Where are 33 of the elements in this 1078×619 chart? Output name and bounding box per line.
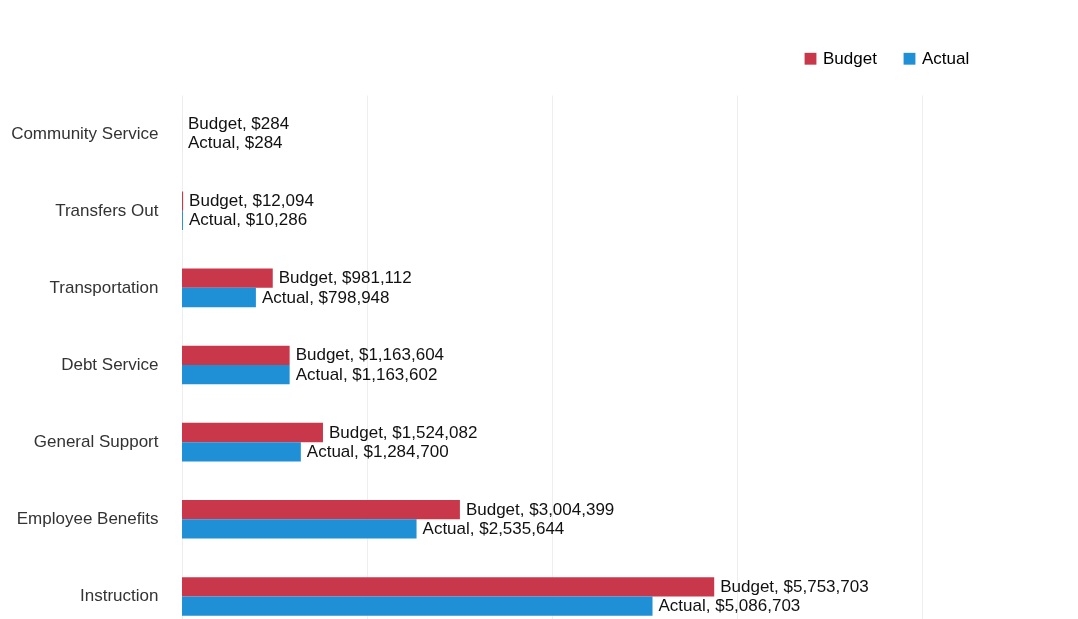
data-label: Budget, $3,004,399 [465,499,615,519]
bar [182,500,460,520]
data-label: Actual, $5,086,703 [658,596,801,616]
y-tick-label: Community Service [11,123,159,143]
y-tick-label: Instruction [80,586,159,606]
y-tick-label: Debt Service [61,355,159,374]
data-label: Actual, $284 [188,133,283,153]
bar [182,268,273,288]
data-label: Actual, $798,948 [261,287,390,307]
data-label: Budget, $1,524,082 [328,422,478,442]
bar [182,365,290,385]
bar [182,345,290,365]
bar [182,519,417,539]
data-label: Actual, $10,286 [188,210,308,230]
bar [182,596,653,616]
bar [182,577,715,597]
data-label: Budget, $981,112 [278,268,412,288]
data-label: Budget, $5,753,703 [720,576,869,596]
bar [182,442,301,462]
y-tick-label: General Support [33,432,159,452]
data-label: Budget, $284 [188,113,290,133]
data-label: Actual, $2,535,644 [422,518,565,538]
y-tick-label: Transfers Out [55,200,159,220]
data-label: Actual, $1,284,700 [306,441,449,461]
bar [182,287,256,308]
legend-label: Budget [823,48,878,68]
data-label: Budget, $1,163,604 [295,345,445,365]
bar [182,422,323,443]
data-label: Budget, $12,094 [189,191,314,211]
y-tick-label: Employee Benefits [16,509,159,529]
y-tick-label: Transportation [49,277,159,297]
data-label: Actual, $1,163,602 [295,364,438,384]
legend-label: Actual [922,48,970,68]
